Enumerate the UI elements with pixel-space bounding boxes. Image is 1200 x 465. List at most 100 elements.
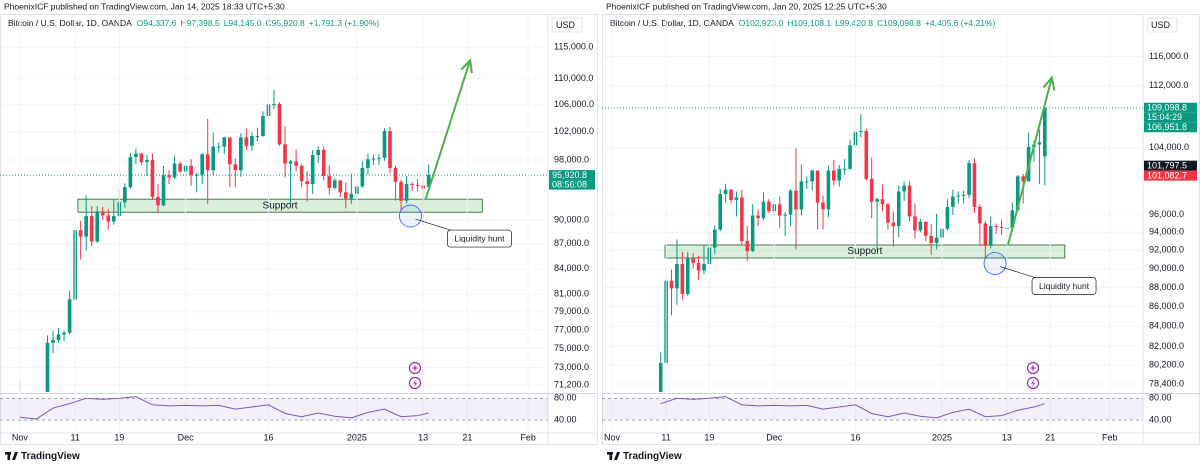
candle-body — [696, 263, 701, 271]
candle-body — [366, 159, 370, 168]
liquidity-circle — [983, 252, 1007, 275]
rsi-tick-label: 80.00 — [1149, 393, 1172, 403]
candle-body — [62, 332, 66, 335]
x-tick-label: Feb — [520, 432, 536, 442]
ohlc-value: +1,791.3 (+1.90%) — [309, 18, 380, 28]
x-tick-label: 16 — [263, 432, 273, 442]
callout-box — [447, 229, 512, 248]
candle-body — [360, 167, 365, 187]
candle-body — [837, 168, 842, 181]
candle-body — [810, 170, 814, 182]
footer-brand: TradingView — [623, 451, 682, 462]
candle-body — [896, 191, 901, 227]
rsi-band — [0, 398, 548, 421]
callout-text: Liquidity hunt — [1039, 281, 1090, 291]
logo-stem — [7, 452, 11, 460]
candle-body — [316, 150, 321, 155]
candle-body — [886, 204, 890, 223]
y-tick-label: 110,000.0 — [554, 73, 593, 83]
liquidity-circle — [399, 204, 422, 228]
candle-body — [189, 165, 193, 176]
x-tick-label: 2025 — [932, 432, 952, 442]
candle-body — [832, 170, 836, 181]
candle-body — [371, 158, 376, 160]
candle-body — [156, 196, 160, 206]
legend-line: Bitcoin / U.S. Dollar, 1D, OANDA O94,337.… — [8, 18, 379, 28]
x-tick-label: Dec — [766, 432, 783, 442]
currency-box — [551, 17, 583, 33]
candle-body — [78, 230, 83, 237]
x-tick-label: 13 — [1002, 432, 1012, 442]
candle-body — [338, 180, 343, 193]
y-tick-label: 71,200.0 — [554, 379, 589, 389]
rsi-tick-label: 40.00 — [554, 414, 577, 424]
candle-body — [826, 170, 831, 210]
panel-border — [0, 14, 598, 445]
rsi-tick-label: 80.00 — [554, 393, 577, 403]
candle-body — [167, 175, 171, 178]
candle-body — [729, 189, 733, 200]
plot — [602, 55, 1143, 392]
candle-body — [794, 190, 798, 210]
y-tick-label: 90,000.0 — [1149, 263, 1184, 273]
price-label: 101,797.5 — [1147, 161, 1187, 171]
candle-body — [288, 161, 293, 164]
candle-body — [859, 131, 863, 133]
candle-body — [783, 214, 787, 216]
candle-body — [799, 181, 804, 210]
bolt-glyph — [1031, 379, 1036, 387]
ohlc-value: L99,420.8 — [835, 18, 873, 28]
plus-glyph — [412, 365, 418, 371]
ohlc-value: O94,337.6 — [137, 18, 177, 28]
candle-body — [134, 153, 138, 158]
candle-body — [255, 135, 260, 137]
candle-body — [89, 216, 94, 242]
arrow-head — [1042, 75, 1056, 91]
candle-body — [875, 199, 879, 202]
logo-mark — [12, 452, 18, 460]
y-tick-label: 80,200.0 — [1149, 359, 1184, 369]
zone-label: Support — [263, 200, 298, 211]
candle-body — [956, 195, 961, 197]
candle-body — [84, 216, 89, 237]
candle-body — [382, 131, 387, 158]
ohlc-value: C109,098.8 — [877, 18, 921, 28]
candle-body — [1010, 210, 1015, 228]
x-tick-label: Feb — [1102, 432, 1118, 442]
price-label: 109,098.8 — [1147, 103, 1187, 113]
price-label: 95,920.8 — [552, 170, 587, 180]
y-tick-label: 79,000.0 — [554, 306, 589, 316]
callout-connector — [999, 266, 1039, 279]
candle-body — [111, 216, 116, 222]
candle-body — [194, 174, 199, 176]
price-label-box — [1144, 102, 1197, 113]
candle-body — [45, 342, 50, 392]
candle-body — [67, 299, 72, 333]
candle-body — [951, 196, 955, 207]
candle-body — [205, 154, 210, 171]
price-label-box — [1144, 122, 1197, 133]
x-tick-label: Dec — [178, 432, 195, 442]
y-tick-label: 102,000.0 — [554, 126, 594, 136]
candle-body — [145, 160, 149, 163]
countdown-box — [549, 180, 595, 190]
candle-body — [988, 226, 993, 246]
currency: USD — [556, 20, 576, 30]
countdown: 15:04:29 — [1147, 112, 1182, 122]
ohlc-value: O102,923.0 — [739, 18, 784, 28]
candle-body — [227, 137, 232, 165]
price-label: 106,951.8 — [1147, 122, 1187, 132]
y-tick-label: 112,000.0 — [1149, 80, 1188, 90]
x-tick-label: Nov — [604, 432, 621, 442]
currency-box — [1146, 17, 1178, 33]
y-tick-label: 86,000.0 — [1149, 301, 1184, 311]
candle-body — [734, 197, 739, 200]
candle-body — [864, 131, 869, 179]
candle-body — [377, 157, 381, 159]
candle-body — [128, 157, 133, 188]
candle-body — [277, 104, 282, 145]
x-tick-label: 21 — [1045, 432, 1055, 442]
candle-body — [388, 131, 392, 168]
